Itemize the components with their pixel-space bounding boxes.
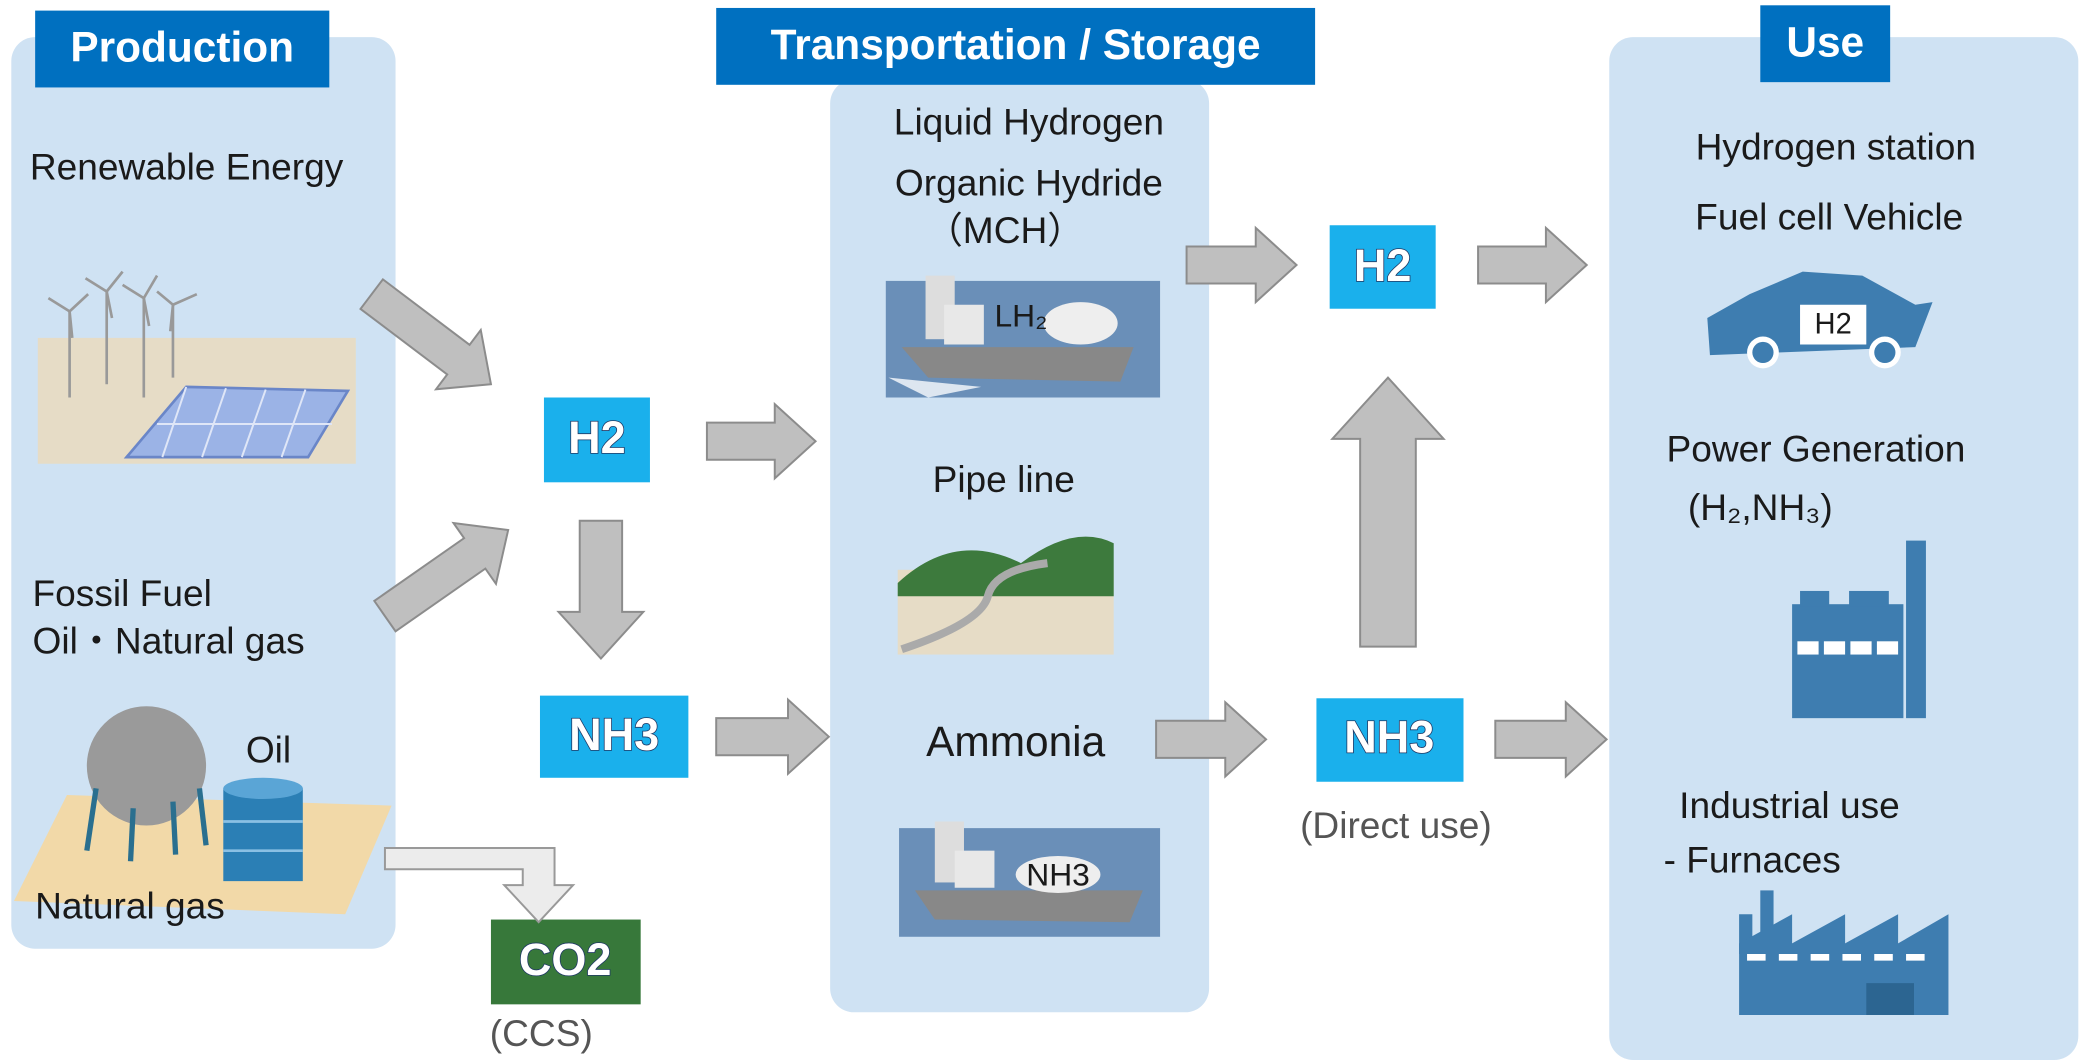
node-label: NH3 [1344,712,1434,763]
diagram: Production Transportation / Storage Use [0,0,2079,1060]
label: Hydrogen station [1696,126,1976,168]
arrow [707,404,816,478]
arrow [385,848,573,922]
arrow [559,521,644,659]
label: Liquid Hydrogen [894,100,1164,142]
node-label: H2 [568,412,626,463]
label: (CCS) [490,1012,593,1054]
node-label: H2 [1354,240,1412,291]
arrow [1495,702,1606,776]
node-label: CO2 [519,934,612,985]
arrow [1478,228,1587,302]
label: Oil [246,728,291,770]
label: Oil・Natural gas [33,620,305,662]
label: LH₂ [994,297,1047,333]
lh2-ship-icon [886,276,1160,398]
label: Fossil Fuel [33,572,212,614]
label: Organic Hydride [895,161,1163,203]
label: Industrial use [1679,784,1900,826]
label: (Direct use) [1300,804,1492,846]
label: Fuel cell Vehicle [1695,196,1963,238]
page: Production Transportation / Storage Use [0,0,2079,1060]
label: Natural gas [35,885,225,927]
label: Pipe line [933,458,1075,500]
arrow [716,700,829,774]
label: Ammonia [926,718,1105,765]
node-label: NH3 [569,709,659,760]
label: (H₂,NH₃) [1688,486,1833,528]
section-title: Transportation / Storage [771,21,1261,68]
label: - Furnaces [1664,838,1841,880]
label: Renewable Energy [30,145,344,187]
label: （MCH） [926,209,1085,251]
label: H2 [1815,309,1852,341]
use-panel [1609,37,2078,1060]
arrow [1332,378,1443,647]
label: Power Generation [1666,428,1965,470]
section-title: Use [1786,18,1864,65]
label: NH3 [1026,857,1090,893]
section-title: Production [70,24,294,71]
